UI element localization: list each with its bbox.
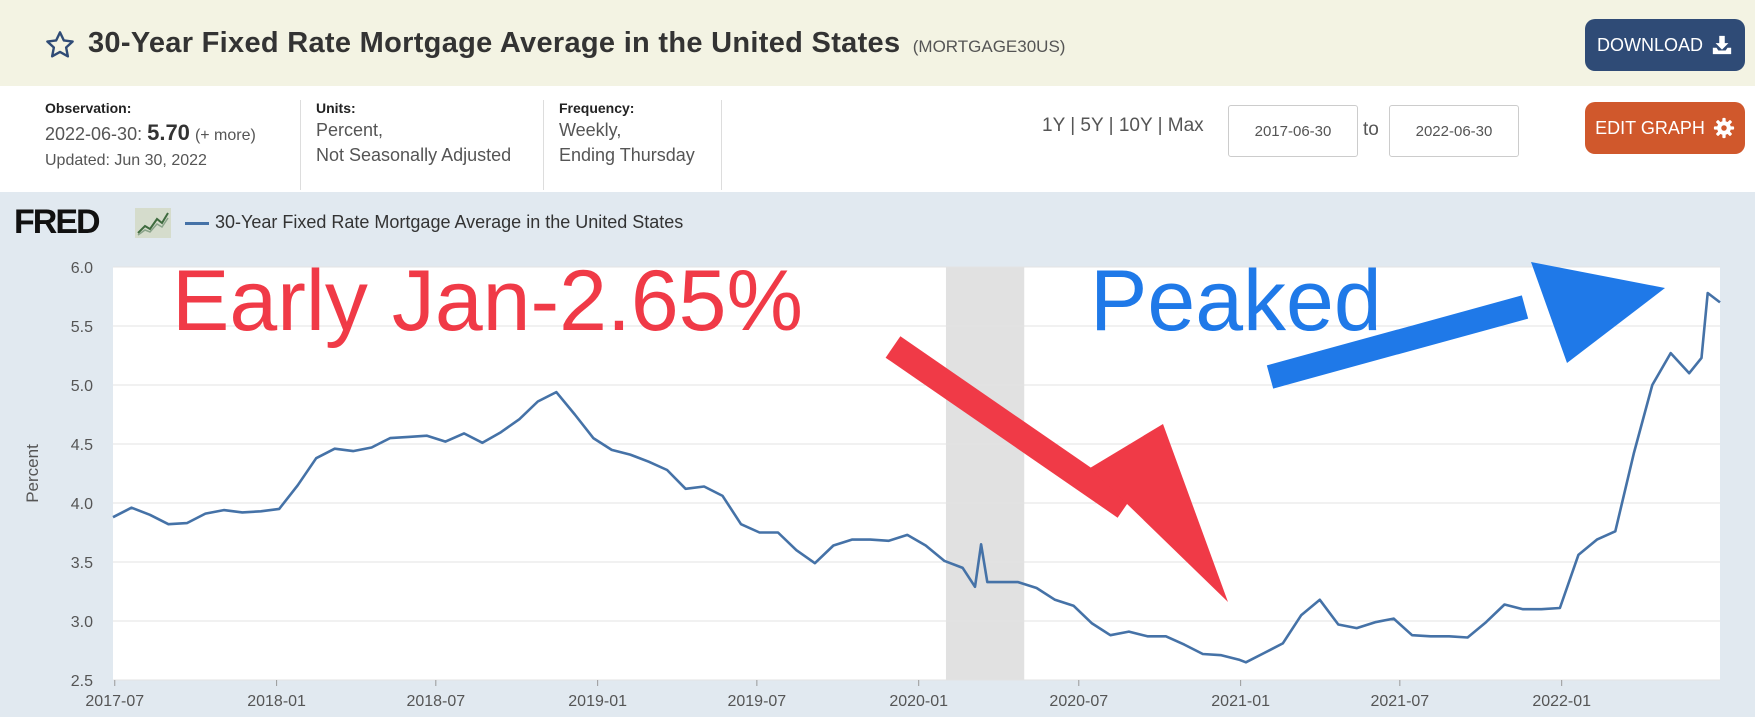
frequency-line-1: Weekly, bbox=[559, 120, 622, 140]
x-tick-label: 2018-01 bbox=[247, 693, 306, 710]
red-arrow-head bbox=[1090, 424, 1228, 602]
y-tick-label: 3.5 bbox=[71, 555, 93, 572]
start-date-input[interactable]: 2017-06-30 bbox=[1228, 105, 1358, 157]
y-tick-label: 6.0 bbox=[71, 260, 93, 277]
fred-chart-icon bbox=[135, 208, 171, 238]
gear-icon bbox=[1713, 117, 1734, 139]
series-header: 30-Year Fixed Rate Mortgage Average in t… bbox=[0, 0, 1755, 86]
observation-label: Observation: bbox=[45, 100, 132, 116]
frequency-label: Frequency: bbox=[559, 100, 635, 116]
download-icon bbox=[1712, 35, 1732, 55]
x-tick-label: 2018-07 bbox=[406, 693, 465, 710]
star-icon[interactable] bbox=[44, 29, 76, 61]
divider bbox=[721, 100, 722, 190]
y-tick-label: 5.5 bbox=[71, 319, 93, 336]
download-label: DOWNLOAD bbox=[1596, 34, 1703, 55]
blue-arrow-head bbox=[1531, 262, 1665, 363]
series-title: 30-Year Fixed Rate Mortgage Average in t… bbox=[88, 27, 901, 59]
observation-more-link[interactable]: (+ more) bbox=[194, 127, 256, 144]
observation-block: Observation: 2022-06-30: 5.70 (+ more) U… bbox=[45, 100, 256, 170]
observation-value: 5.70 bbox=[147, 120, 190, 145]
y-tick-label: 4.0 bbox=[71, 496, 93, 513]
red-annotation: Early Jan-2.65% bbox=[172, 253, 1228, 602]
end-date-input[interactable]: 2022-06-30 bbox=[1389, 105, 1519, 157]
x-tick-label: 2020-07 bbox=[1049, 693, 1108, 710]
recession-band bbox=[945, 267, 1025, 680]
y-axis-title: Percent bbox=[23, 444, 42, 503]
download-button[interactable]: DOWNLOAD bbox=[1585, 19, 1745, 71]
y-tick-label: 2.5 bbox=[71, 673, 93, 690]
divider bbox=[543, 100, 544, 190]
x-tick-label: 2021-01 bbox=[1211, 693, 1270, 710]
units-line-1: Percent, bbox=[316, 120, 384, 140]
red-annotation-text: Early Jan-2.65% bbox=[172, 253, 803, 349]
range-separator: | bbox=[1070, 115, 1076, 136]
range-10y-link[interactable]: 10Y bbox=[1118, 115, 1153, 136]
page-title: 30-Year Fixed Rate Mortgage Average in t… bbox=[88, 27, 1065, 60]
x-tick-label: 2022-01 bbox=[1532, 693, 1591, 710]
range-selector: 1Y | 5Y | 10Y | Max bbox=[1042, 115, 1204, 137]
legend-series-name: 30-Year Fixed Rate Mortgage Average in t… bbox=[215, 212, 684, 232]
observation-line: 2022-06-30: 5.70 (+ more) bbox=[45, 120, 256, 146]
red-arrow-shaft bbox=[885, 336, 1133, 518]
to-label: to bbox=[1363, 119, 1379, 140]
x-tick-label: 2017-07 bbox=[85, 693, 144, 710]
units-block: Units: Percent, Not Seasonally Adjusted bbox=[316, 100, 511, 166]
range-max-link[interactable]: Max bbox=[1167, 115, 1204, 136]
y-tick-label: 4.5 bbox=[71, 437, 93, 454]
y-tick-label: 3.0 bbox=[71, 614, 93, 631]
blue-annotation-text: Peaked bbox=[1090, 253, 1382, 349]
updated-text: Updated: Jun 30, 2022 bbox=[45, 152, 207, 169]
fred-logo: FRED bbox=[14, 203, 101, 241]
frequency-line-2: Ending Thursday bbox=[559, 145, 695, 165]
x-tick-label: 2020-01 bbox=[889, 693, 948, 710]
x-tick-label: 2019-07 bbox=[727, 693, 786, 710]
range-separator: | bbox=[1108, 115, 1114, 136]
y-tick-label: 5.0 bbox=[71, 378, 93, 395]
series-id: (MORTGAGE30US) bbox=[912, 37, 1066, 56]
edit-graph-label: EDIT GRAPH bbox=[1595, 117, 1705, 138]
blue-arrow-shaft bbox=[1266, 295, 1529, 389]
x-tick-label: 2019-01 bbox=[568, 693, 627, 710]
series-line bbox=[112, 291, 1721, 664]
blue-annotation: Peaked bbox=[1090, 253, 1665, 389]
legend-swatch bbox=[185, 222, 209, 225]
range-1y-link[interactable]: 1Y bbox=[1042, 115, 1065, 136]
observation-date: 2022-06-30: bbox=[45, 124, 143, 144]
edit-graph-button[interactable]: EDIT GRAPH bbox=[1585, 102, 1745, 154]
x-tick-label: 2021-07 bbox=[1370, 693, 1429, 710]
units-label: Units: bbox=[316, 100, 356, 116]
frequency-block: Frequency: Weekly, Ending Thursday bbox=[559, 100, 695, 166]
range-5y-link[interactable]: 5Y bbox=[1080, 115, 1104, 136]
range-separator: | bbox=[1157, 115, 1163, 136]
line-chart[interactable]: 2.5 3.0 3.5 4.0 4.5 5.0 5.5 6.0 2017-07 2018-01 2… bbox=[0, 192, 1755, 717]
divider bbox=[300, 100, 301, 190]
units-line-2: Not Seasonally Adjusted bbox=[316, 145, 512, 165]
